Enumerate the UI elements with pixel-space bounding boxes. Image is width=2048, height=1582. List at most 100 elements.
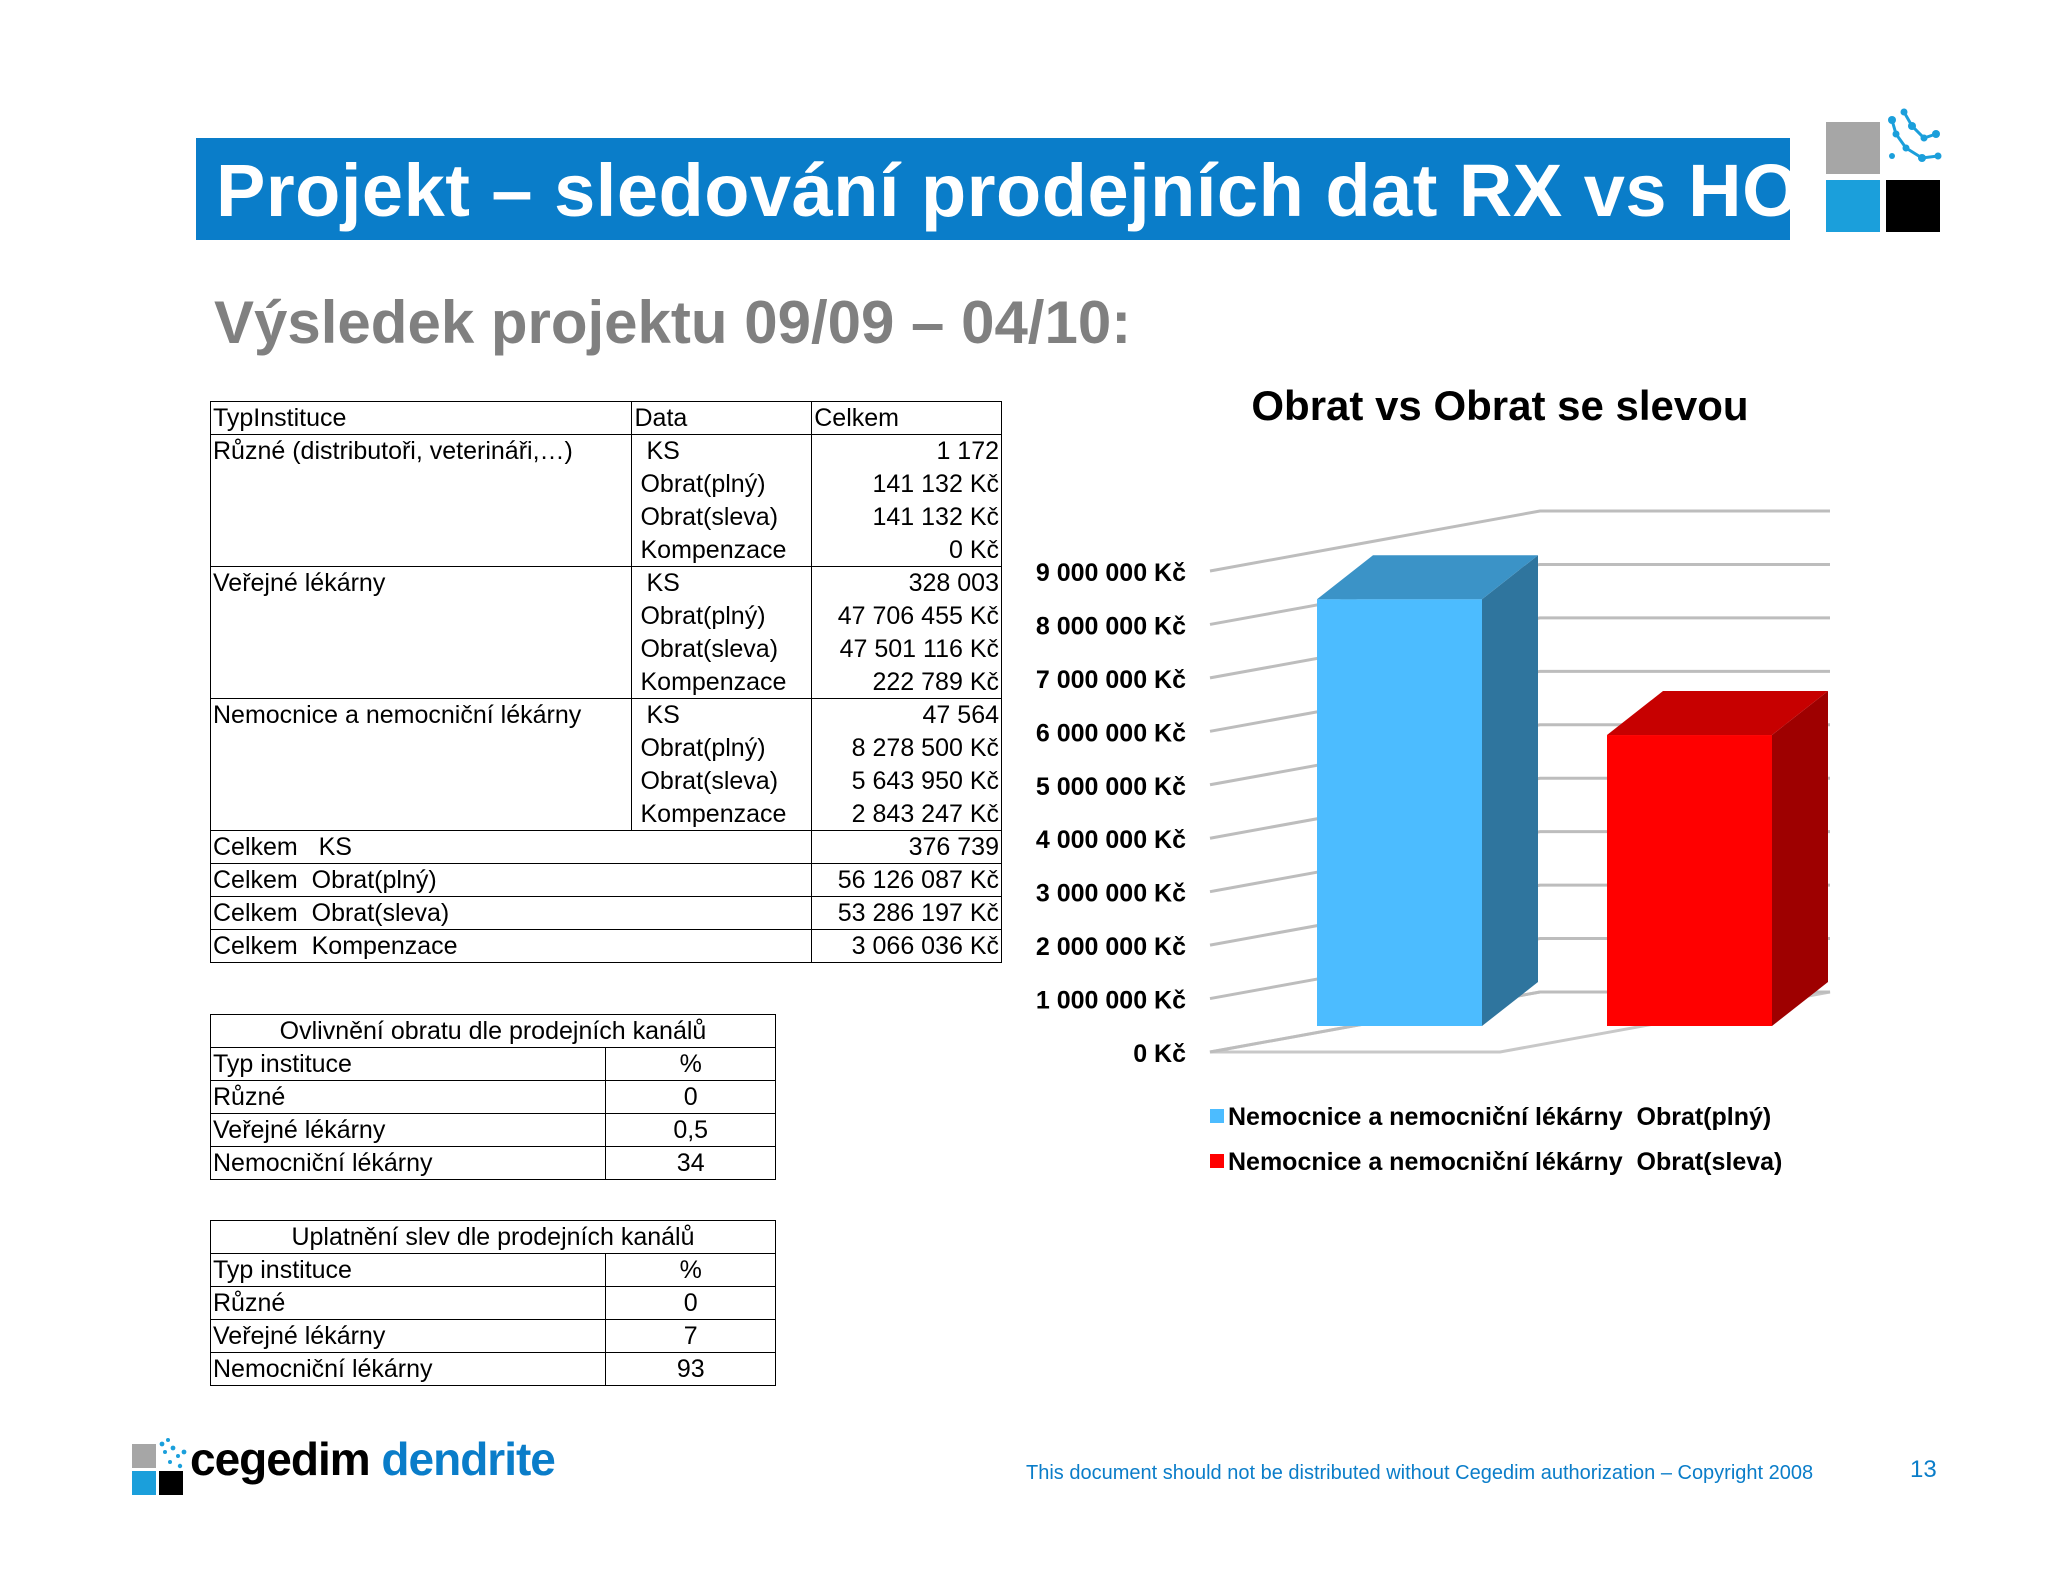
row-value: 0,5 (605, 1113, 776, 1147)
row-value: 0 (605, 1286, 776, 1320)
table-header-row: Typ instituce % (209, 1047, 776, 1081)
total-value-cell: 8 278 500 Kč (811, 731, 1002, 765)
total-label-cell: Celkem Kompenzace (209, 929, 813, 963)
total-row: Celkem KS 376 739 (209, 830, 1002, 864)
y-tick-label: 7 000 000 Kč (1036, 666, 1186, 694)
table-title: Ovlivnění obratu dle prodejních kanálů (210, 1014, 776, 1048)
gridline (1209, 509, 1830, 573)
total-value-cell: 222 789 Kč (811, 665, 1002, 699)
table-title: Uplatnění slev dle prodejních kanálů (210, 1220, 776, 1254)
table-row: Veřejné lékárny KS 328 003 (209, 566, 1002, 699)
sales-data-table: TypInstituce Data Celkem Různé (distributoř… (209, 401, 1002, 963)
bar-top (1607, 691, 1828, 736)
legend-swatch (1210, 1109, 1224, 1123)
data-type-cell: Kompenzace (631, 665, 813, 699)
row-value: 7 (605, 1319, 776, 1353)
bar-top (1317, 555, 1538, 600)
subtitle: Výsledek projektu 09/09 – 04/10: (214, 289, 1132, 356)
table-row: Nemocniční lékárny 93 (209, 1352, 776, 1386)
y-tick-label: 0 Kč (1133, 1040, 1186, 1068)
page-number: 13 (1910, 1456, 1937, 1483)
title-bar: Projekt – sledování prodejních dat RX vs… (196, 138, 1800, 240)
table-row: Obrat(sleva) 47 501 116 Kč (211, 632, 1002, 666)
total-value-cell: 376 739 (811, 830, 1002, 864)
bar-front (1607, 735, 1772, 1026)
data-type-cell: KS (631, 566, 813, 600)
y-tick-label: 9 000 000 Kč (1036, 559, 1186, 587)
total-row: Celkem Obrat(plný) 56 126 087 Kč (209, 863, 1002, 897)
table-row: Kompenzace 0 Kč (211, 533, 1002, 567)
row-value: 93 (605, 1352, 776, 1386)
y-tick-label: 2 000 000 Kč (1036, 933, 1186, 961)
table-row: Kompenzace 222 789 Kč (211, 665, 1002, 699)
table-row: Kompenzace 2 843 247 Kč (211, 797, 1002, 831)
row-label: Nemocniční lékárny (209, 1146, 607, 1180)
total-value-cell: 1 172 (811, 434, 1002, 468)
turnover-bar-chart: Obrat vs Obrat se slevou 0 Kč 1 000 000 Kč… (1036, 382, 1831, 1176)
column-header-percent: % (605, 1047, 776, 1081)
y-tick-label: 5 000 000 Kč (1036, 773, 1186, 801)
table-row: Obrat(sleva) 5 643 950 Kč (211, 764, 1002, 798)
bar-side (1772, 691, 1828, 1026)
table-title-row: Uplatnění slev dle prodejních kanálů (210, 1220, 776, 1254)
total-label-cell: Celkem Obrat(plný) (209, 863, 813, 897)
institution-type-cell: Nemocnice a nemocniční lékárny (209, 698, 633, 831)
total-row: Celkem Kompenzace 3 066 036 Kč (209, 929, 1002, 963)
total-value-cell: 47 501 116 Kč (811, 632, 1002, 666)
logo-word-cegedim: cegedim (190, 1433, 371, 1485)
data-type-cell: KS (631, 698, 813, 732)
row-value: 34 (605, 1146, 776, 1180)
column-header-type: Typ instituce (209, 1253, 607, 1287)
y-tick-label: 3 000 000 Kč (1036, 880, 1186, 908)
table-row: Různé 0 (209, 1286, 776, 1320)
table-title-row: Ovlivnění obratu dle prodejních kanálů (210, 1014, 776, 1048)
total-value-cell: 2 843 247 Kč (811, 797, 1002, 831)
data-type-cell: Obrat(plný) (631, 731, 813, 765)
total-value-cell: 56 126 087 Kč (811, 863, 1002, 897)
total-value-cell: 47 706 455 Kč (811, 599, 1002, 633)
discount-usage-table: Uplatnění slev dle prodejních kanálů Typ… (209, 1220, 776, 1386)
data-type-cell: Obrat(sleva) (631, 500, 813, 534)
data-type-cell: KS (631, 434, 813, 468)
data-type-cell: Kompenzace (631, 797, 813, 831)
logo-mark-icon (132, 1438, 187, 1495)
institution-type-cell: Veřejné lékárny (209, 566, 633, 699)
column-header-type: Typ instituce (209, 1047, 607, 1081)
y-tick-label: 4 000 000 Kč (1036, 826, 1186, 854)
bar-side (1482, 555, 1538, 1026)
table-row: Veřejné lékárny 0,5 (209, 1113, 776, 1147)
table-header-row: TypInstituce Data Celkem (209, 401, 1002, 435)
row-value: 0 (605, 1080, 776, 1114)
y-tick-label: 8 000 000 Kč (1036, 612, 1186, 640)
y-tick-label: 6 000 000 Kč (1036, 719, 1186, 747)
institution-type-cell: Různé (distributoři, veterináři,…) (209, 434, 633, 567)
table-row: Nemocniční lékárny 34 (209, 1146, 776, 1180)
total-value-cell: 5 643 950 Kč (811, 764, 1002, 798)
total-value-cell: 328 003 (811, 566, 1002, 600)
table-row: Obrat(plný) 47 706 455 Kč (211, 599, 1002, 633)
total-value-cell: 53 286 197 Kč (811, 896, 1002, 930)
logo-word-dendrite: dendrite (381, 1433, 555, 1485)
bar-front (1317, 599, 1482, 1026)
page-title: Projekt – sledování prodejních dat RX vs… (216, 149, 1801, 232)
row-label: Nemocniční lékárny (209, 1352, 607, 1386)
cegedim-dendrite-logo: cegedim dendrite (132, 1432, 592, 1498)
table-row: Veřejné lékárny 7 (209, 1319, 776, 1353)
data-type-cell: Obrat(sleva) (631, 632, 813, 666)
row-label: Veřejné lékárny (209, 1319, 607, 1353)
table-row: Nemocnice a nemocniční lékárny KS 47 564 (209, 698, 1002, 831)
data-type-cell: Obrat(sleva) (631, 764, 813, 798)
total-value-cell: 141 132 Kč (811, 467, 1002, 501)
column-header: Data (631, 401, 813, 435)
legend-label: Nemocnice a nemocniční lékárny Obrat(sle… (1228, 1148, 1782, 1176)
copyright-footer: This document should not be distributed … (1026, 1462, 1814, 1484)
data-type-cell: Obrat(plný) (631, 599, 813, 633)
chart-title: Obrat vs Obrat se slevou (1251, 382, 1748, 429)
table-row: Obrat(plný) 141 132 Kč (211, 467, 1002, 501)
column-header: TypInstituce (209, 401, 633, 435)
row-label: Veřejné lékárny (209, 1113, 607, 1147)
row-label: Různé (209, 1286, 607, 1320)
total-value-cell: 3 066 036 Kč (811, 929, 1002, 963)
table-row: Různé (distributoři, veterináři,…) KS 1 17… (209, 434, 1002, 567)
total-label-cell: Celkem KS (209, 830, 813, 864)
